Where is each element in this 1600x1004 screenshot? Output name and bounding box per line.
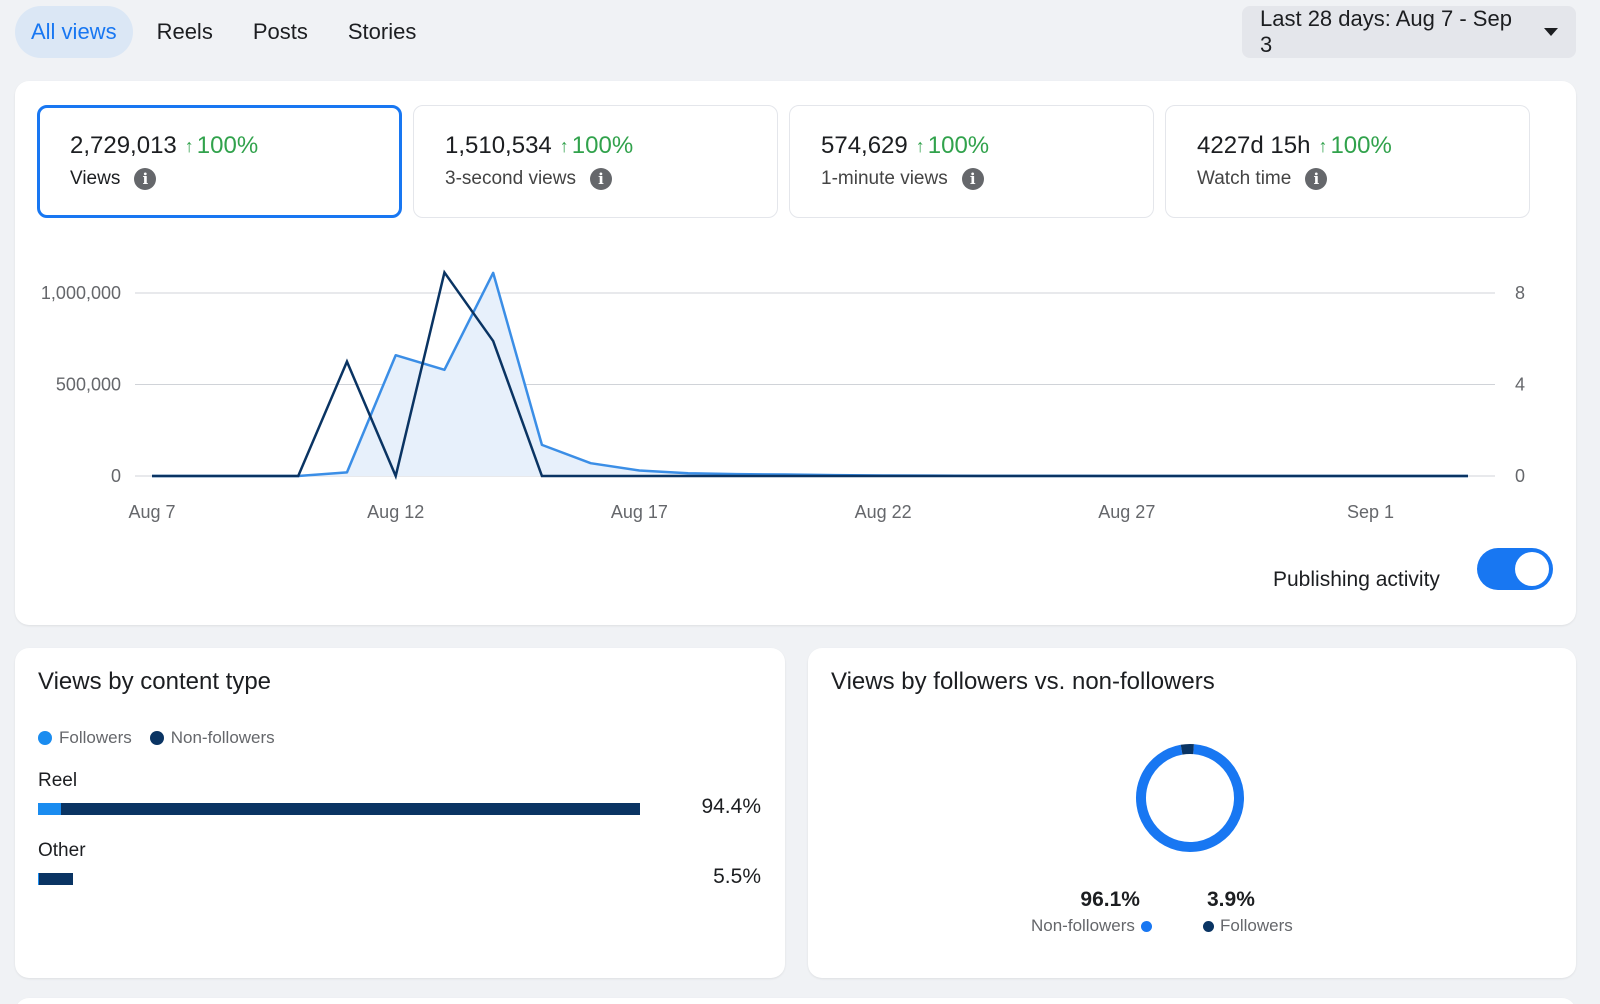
bar-percent-reel: 94.4%	[701, 795, 761, 818]
metric-label: Views	[70, 168, 121, 189]
legend-label: Non-followers	[170, 728, 275, 747]
donut-slice-non-followers[interactable]	[1136, 744, 1244, 852]
arrow-up-icon: ↑	[1318, 135, 1328, 156]
metric-change: ↑ 100%	[1318, 132, 1391, 160]
bar-other[interactable]	[38, 873, 676, 885]
series-line-publishing-activity[interactable]	[152, 269, 1468, 480]
x-tick-label: Aug 7	[128, 502, 175, 522]
publishing-activity-toggle[interactable]	[1477, 548, 1553, 590]
legend-dot-non-followers	[149, 731, 164, 745]
x-tick-label: Aug 22	[855, 502, 912, 522]
date-range-label: Last 28 days: Aug 7 - Sep 3	[1260, 6, 1512, 57]
metric-label: Watch time	[1197, 168, 1292, 189]
y-left-tick-label: 1,000,000	[41, 283, 121, 303]
bar-percent-other: 5.5%	[713, 865, 761, 888]
metric-value: 574,629	[821, 132, 908, 159]
stat-label: Followers	[1220, 916, 1293, 935]
legend-dot-followers	[38, 731, 52, 745]
stat-percent: 96.1%	[1080, 888, 1140, 911]
metric-card-3-second-views[interactable]: 1,510,534 ↑ 100% 3-second views i	[413, 105, 778, 218]
y-right-tick-label: 0	[1515, 466, 1525, 486]
bar-label-other: Other	[38, 840, 86, 861]
arrow-up-icon: ↑	[559, 135, 569, 156]
date-range-dropdown[interactable]: Last 28 days: Aug 7 - Sep 3	[1242, 6, 1576, 58]
publishing-activity-label: Publishing activity	[1273, 568, 1440, 591]
bar-segment-non-followers	[39, 873, 74, 885]
info-icon[interactable]: i	[134, 168, 157, 190]
stat-non-followers: 96.1% Non-followers	[1031, 888, 1152, 936]
metric-label: 3-second views	[445, 168, 576, 189]
views-line-chart[interactable]: 0 500,000 1,000,000 0 4 8 Aug 7 Aug 12 Aug 17 Aug…	[15, 251, 1576, 541]
followers-donut-chart[interactable]	[1128, 736, 1252, 860]
view-tabs: All views Reels Posts Stories	[15, 6, 432, 58]
legend-label: Followers	[59, 728, 132, 747]
stat-followers: 3.9% Followers	[1203, 888, 1293, 936]
bar-reel[interactable]	[38, 803, 676, 815]
legend-item-followers: Followers	[38, 728, 132, 748]
dot-followers	[1203, 920, 1214, 932]
metric-change: ↑ 100%	[185, 132, 258, 160]
series-line-views[interactable]	[152, 271, 1468, 478]
metric-change-value: 100%	[927, 132, 990, 159]
metric-change-value: 100%	[571, 132, 634, 159]
tab-posts[interactable]: Posts	[252, 19, 308, 44]
metric-value: 4227d 15h	[1197, 132, 1311, 159]
metric-label: 1-minute views	[821, 168, 948, 189]
x-tick-label: Aug 27	[1098, 502, 1155, 522]
legend-item-non-followers: Non-followers	[149, 728, 275, 748]
donut-slice-followers[interactable]	[1180, 744, 1194, 755]
info-icon[interactable]: i	[589, 168, 612, 190]
caret-down-icon	[1544, 28, 1558, 36]
bar-segment-non-followers	[60, 803, 641, 815]
info-icon[interactable]: i	[961, 168, 984, 190]
views-overview-card: 2,729,013 ↑ 100% Views i 1,510,534 ↑ 100% …	[15, 81, 1576, 625]
stat-label: Non-followers	[1031, 916, 1135, 935]
y-right-tick-label: 8	[1515, 283, 1525, 303]
metric-change: ↑ 100%	[916, 132, 989, 160]
bar-segment-followers	[38, 873, 40, 885]
views-by-followers-card: Views by followers vs. non-followers 96.…	[808, 648, 1576, 978]
tab-all-views[interactable]: All views	[15, 6, 133, 58]
stat-label-row: Non-followers	[1031, 916, 1152, 936]
x-tick-label: Aug 12	[367, 502, 424, 522]
bar-segment-followers	[38, 803, 61, 815]
metric-card-views[interactable]: 2,729,013 ↑ 100% Views i	[37, 105, 402, 218]
bar-label-reel: Reel	[38, 770, 78, 791]
metric-change-value: 100%	[1330, 132, 1392, 159]
card-title: Views by followers vs. non-followers	[831, 668, 1215, 695]
dot-non-followers	[1140, 920, 1152, 932]
card-title: Views by content type	[38, 668, 272, 695]
metric-change: ↑ 100%	[560, 132, 633, 160]
content-type-legend: Followers Non-followers	[38, 728, 293, 748]
y-right-tick-label: 4	[1515, 375, 1525, 395]
x-tick-label: Aug 17	[611, 502, 668, 522]
metric-value: 2,729,013	[70, 132, 177, 159]
info-icon[interactable]: i	[1305, 168, 1328, 190]
arrow-up-icon: ↑	[915, 135, 925, 156]
metric-value: 1,510,534	[445, 132, 552, 159]
y-left-tick-label: 0	[111, 466, 121, 486]
metric-card-1-minute-views[interactable]: 574,629 ↑ 100% 1-minute views i	[789, 105, 1154, 218]
tab-reels[interactable]: Reels	[156, 19, 213, 44]
views-by-content-type-card: Views by content type Followers Non-foll…	[15, 648, 785, 978]
metric-card-watch-time[interactable]: 4227d 15h ↑ 100% Watch time i	[1165, 105, 1530, 218]
toggle-knob	[1515, 552, 1549, 586]
series-area-fill	[152, 272, 1468, 476]
x-tick-label: Sep 1	[1347, 502, 1394, 522]
tab-stories[interactable]: Stories	[347, 19, 417, 44]
metric-change-value: 100%	[196, 132, 259, 159]
next-section-card	[15, 998, 1576, 1004]
arrow-up-icon: ↑	[184, 135, 194, 156]
stat-label-row: Followers	[1203, 916, 1293, 936]
y-left-tick-label: 500,000	[56, 375, 121, 395]
stat-percent: 3.9%	[1207, 888, 1255, 911]
